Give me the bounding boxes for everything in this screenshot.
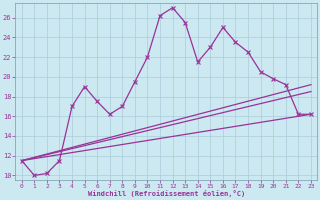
X-axis label: Windchill (Refroidissement éolien,°C): Windchill (Refroidissement éolien,°C): [88, 190, 245, 197]
